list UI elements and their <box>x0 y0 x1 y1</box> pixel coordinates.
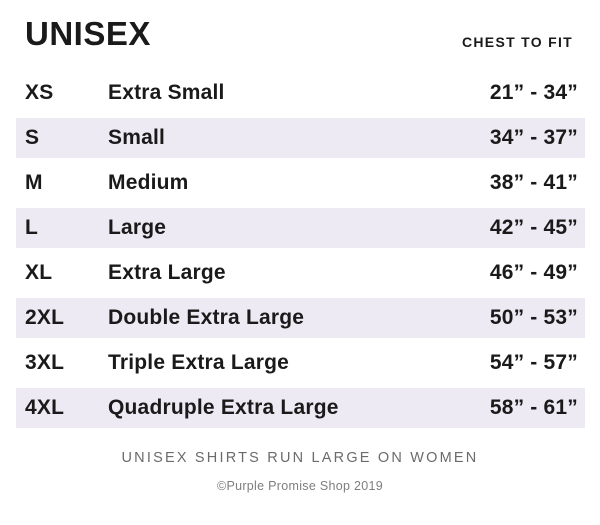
size-code: 4XL <box>25 396 65 419</box>
size-name: Double Extra Large <box>108 306 305 329</box>
table-row-xl: XL Extra Large 46” - 49” <box>16 253 585 293</box>
size-range: 34” - 37” <box>489 126 578 149</box>
size-table: XS Extra Small 21” - 34” S Small 34” - 3… <box>16 73 585 428</box>
fit-note: UNISEX SHIRTS RUN LARGE ON WOMEN <box>121 450 479 466</box>
size-code: M <box>25 171 43 194</box>
size-name: Quadruple Extra Large <box>108 396 339 419</box>
size-range: 21” - 34” <box>489 81 578 104</box>
size-code: XS <box>25 81 54 104</box>
table-row-4xl: 4XL Quadruple Extra Large 58” - 61” <box>16 388 585 428</box>
table-row-2xl: 2XL Double Extra Large 50” - 53” <box>16 298 585 338</box>
size-name: Small <box>108 126 166 149</box>
size-name: Medium <box>108 171 189 194</box>
table-row-3xl: 3XL Triple Extra Large 54” - 57” <box>16 343 585 383</box>
size-name: Large <box>108 216 167 239</box>
size-range: 38” - 41” <box>489 171 578 194</box>
size-name: Extra Small <box>108 81 225 104</box>
table-row-l: L Large 42” - 45” <box>16 208 585 248</box>
size-code: 3XL <box>25 351 65 374</box>
size-code: 2XL <box>25 306 65 329</box>
chest-to-fit-label: CHEST TO FIT <box>461 34 573 50</box>
copyright: ©Purple Promise Shop 2019 <box>216 479 384 493</box>
size-code: XL <box>25 261 53 284</box>
size-code: L <box>25 216 39 239</box>
size-name: Extra Large <box>108 261 226 284</box>
size-range: 50” - 53” <box>489 306 578 329</box>
size-range: 42” - 45” <box>489 216 578 239</box>
size-range: 46” - 49” <box>489 261 578 284</box>
size-name: Triple Extra Large <box>108 351 290 374</box>
header: UNISEX CHEST TO FIT <box>25 16 573 52</box>
size-code: S <box>25 126 40 149</box>
size-range: 54” - 57” <box>489 351 578 374</box>
table-row-xs: XS Extra Small 21” - 34” <box>16 73 585 113</box>
table-row-s: S Small 34” - 37” <box>16 118 585 158</box>
size-range: 58” - 61” <box>489 396 578 419</box>
table-row-m: M Medium 38” - 41” <box>16 163 585 203</box>
size-chart: UNISEX CHEST TO FIT XS Extra Small 21” -… <box>0 16 600 525</box>
page-title: UNISEX <box>25 15 151 52</box>
